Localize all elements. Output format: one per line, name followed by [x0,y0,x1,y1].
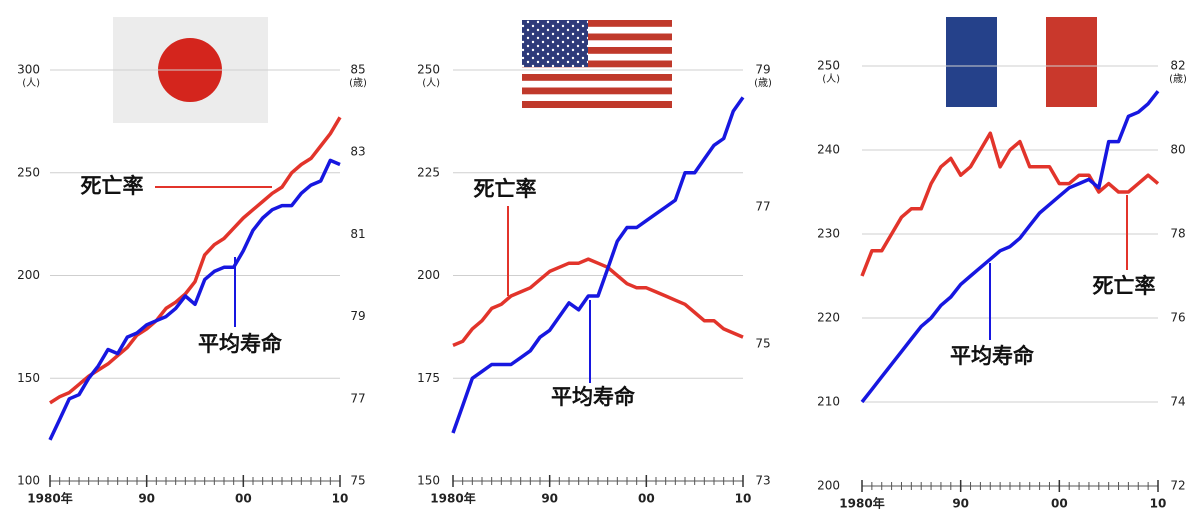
y2-tick-label: 77 [350,391,365,405]
x-tick-label: 90 [952,497,969,511]
series-line [860,131,1160,277]
y2-tick-label: 73 [755,474,770,488]
y-tick-label: 225 [417,165,440,179]
x-tick-label: 00 [1051,497,1068,511]
series-line [49,116,342,405]
x-tick-label: 90 [138,492,155,506]
y2-tick-label: 76 [1170,311,1185,325]
y-tick-label: 250 [17,165,40,179]
y-tick-label: 300 [17,63,40,77]
y2-tick-label: 75 [755,337,770,351]
y-tick-label: 220 [817,311,840,325]
y-tick-label: 210 [817,395,840,409]
y-tick-label: 240 [817,143,840,157]
y2-tick-label: 79 [755,63,770,77]
y2-tick-label: 83 [350,145,365,159]
series-line [860,90,1160,404]
x-tick-label: 90 [541,492,558,506]
x-tick-label: 1980年 [430,491,475,506]
x-tick-label: 00 [638,492,655,506]
series-label: 死亡率 [474,177,537,201]
france-flag [946,17,1097,107]
y-tick-label: 250 [417,63,440,77]
y-tick-label: 230 [817,227,840,241]
y2-tick-label: 77 [755,200,770,214]
x-tick-label: 1980年 [27,491,72,506]
y2-unit: (歳) [754,77,772,89]
y-tick-label: 250 [817,59,840,73]
y2-tick-label: 78 [1170,227,1185,241]
y-tick-label: 200 [417,268,440,282]
series-label: 平均寿命 [551,385,636,409]
y-tick-label: 100 [17,474,40,488]
y-unit: (人) [822,73,840,85]
y2-tick-label: 74 [1170,395,1185,409]
series-line [48,158,341,441]
y-unit: (人) [422,77,440,89]
series-line [452,257,744,348]
y2-unit: (歳) [349,77,367,89]
x-tick-label: 1980年 [839,496,884,511]
series-label: 死亡率 [81,174,144,198]
x-tick-label: 10 [1150,497,1167,511]
series-label: 死亡率 [1093,274,1156,298]
y-tick-label: 200 [817,479,840,493]
y2-tick-label: 81 [350,227,365,241]
y2-tick-label: 85 [350,63,365,77]
x-tick-label: 00 [235,492,252,506]
y2-tick-label: 82 [1170,59,1185,73]
x-tick-label: 10 [735,492,752,506]
y-tick-label: 150 [417,474,440,488]
y2-unit: (歳) [1169,73,1187,85]
x-tick-label: 10 [332,492,349,506]
y-tick-label: 175 [417,371,440,385]
y2-tick-label: 72 [1170,479,1185,493]
y2-tick-label: 80 [1170,143,1185,157]
usa-flag [522,20,672,108]
y-tick-label: 150 [17,371,40,385]
y2-tick-label: 75 [350,474,365,488]
y-unit: (人) [22,77,40,89]
y-tick-label: 200 [17,268,40,282]
series-label: 平均寿命 [198,332,283,356]
series-line [451,96,745,434]
series-label: 平均寿命 [950,344,1035,368]
y2-tick-label: 79 [350,309,365,323]
